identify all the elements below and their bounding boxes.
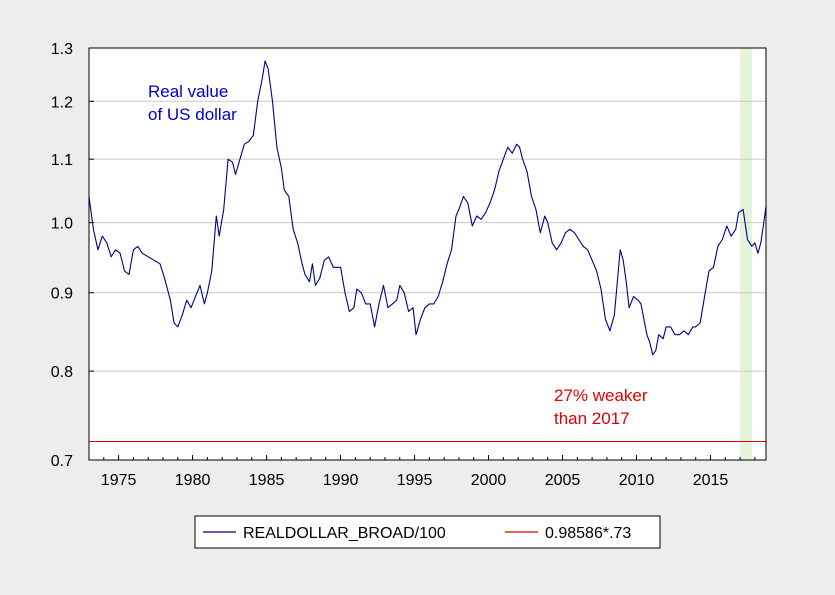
y-tick-label: 0.7 (51, 453, 73, 470)
shaded-region-group (740, 48, 752, 460)
y-tick-label: 1.2 (51, 94, 73, 111)
legend-label-1: 0.98586*.73 (545, 525, 631, 542)
annot-weaker-line-1: than 2017 (554, 409, 630, 428)
shaded-region (740, 48, 752, 460)
x-axis-group: 1975 1980 1985 1990 1995 2000 2005 2010 2015 (88, 455, 756, 489)
legend-box (194, 515, 661, 549)
legend-label-0: REALDOLLAR_BROAD/100 (243, 525, 446, 542)
x-tick-label: 1985 (249, 472, 285, 489)
y-tick-label: 0.9 (51, 286, 73, 303)
y-tick-label: 0.8 (51, 364, 73, 381)
y-tick-label: 1.1 (51, 152, 73, 169)
legend: REALDOLLAR_BROAD/100 0.98586*.73 (194, 515, 661, 549)
x-tick-label: 1995 (397, 472, 433, 489)
x-tick-label: 1980 (175, 472, 211, 489)
plot-frame (88, 47, 767, 461)
x-tick-label: 2010 (619, 472, 655, 489)
gridlines-group (89, 100, 766, 372)
y-tick-label: 1.3 (51, 41, 73, 58)
x-tick-label: 2005 (545, 472, 581, 489)
series-group (88, 60, 767, 443)
y-tick-label: 1.0 (51, 216, 73, 233)
annot-weaker-line-0: 27% weaker (554, 386, 648, 405)
x-tick-label: 2000 (471, 472, 507, 489)
annot-real-value-line-0: Real value (148, 82, 228, 101)
annot-real-value-line-1: of US dollar (148, 105, 237, 124)
x-tick-label: 2015 (693, 472, 729, 489)
annotations-group: Real value of US dollar 27% weaker than 201… (148, 82, 648, 428)
y-axis-group: 0.7 0.8 0.9 1.0 1.1 1.2 1.3 (51, 41, 94, 470)
plot-area (89, 48, 766, 460)
x-tick-label: 1990 (323, 472, 359, 489)
series-line-0 (88, 60, 767, 356)
x-tick-label: 1975 (101, 472, 137, 489)
